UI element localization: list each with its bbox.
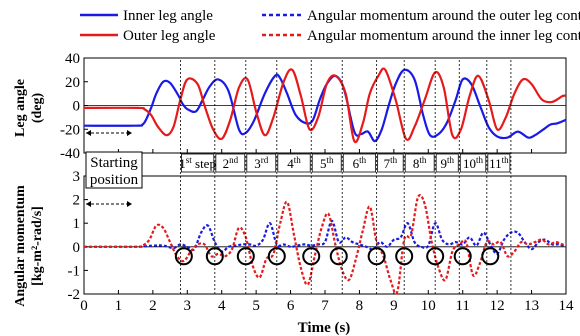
- legend-label-inner-leg-angle: Inner leg angle: [123, 8, 213, 24]
- x-tick-label: 6: [287, 298, 295, 314]
- x-tick-label: 12: [490, 298, 505, 314]
- bottom-frame: [84, 176, 566, 294]
- x-tick-label: 7: [321, 298, 329, 314]
- starting-position-label: position: [90, 172, 139, 188]
- bottom-ytick-label: 0: [73, 240, 81, 256]
- bottom-ylabel-line2: [kg-m²-rad/s]: [30, 206, 45, 286]
- x-tick-label: 5: [252, 298, 260, 314]
- x-axis-label: Time (s): [298, 320, 351, 336]
- bottom-ytick-label: 1: [73, 216, 81, 232]
- top-plot: -40 -20 0 20 40: [60, 51, 566, 162]
- bottom-series-2: [84, 195, 566, 293]
- top-ytick-label: 40: [65, 51, 80, 67]
- bottom-ylabel-line1: Angular momentum: [13, 185, 28, 307]
- legend-label-momentum-outer: Angular momentum around the outer leg co…: [307, 8, 580, 24]
- legend: Inner leg angle Angular momentum around …: [80, 8, 580, 44]
- top-ytick-label: -20: [60, 122, 80, 138]
- contact-circle: [482, 248, 498, 264]
- x-tick-label: 0: [80, 298, 88, 314]
- x-tick-label: 14: [559, 298, 575, 314]
- x-tick-label: 4: [218, 298, 226, 314]
- x-tick-label: 8: [356, 298, 364, 314]
- top-ytick-label: -40: [60, 146, 80, 162]
- contact-circle: [331, 248, 347, 264]
- x-tick-label: 13: [524, 298, 539, 314]
- x-tick-label: 10: [421, 298, 436, 314]
- x-tick-label: 2: [149, 298, 157, 314]
- top-ylabel-line2: (deg): [30, 93, 45, 124]
- x-tick-label: 1: [115, 298, 123, 314]
- step-label: 1st step: [179, 155, 216, 171]
- top-ytick-label: 20: [65, 75, 80, 91]
- bottom-ytick-label: 2: [73, 193, 81, 209]
- x-tick-label: 9: [390, 298, 398, 314]
- x-tick-label: 3: [184, 298, 192, 314]
- legend-label-momentum-inner: Angular momentum around the inner leg co…: [307, 28, 580, 44]
- top-ylabel-line1: Leg angle: [13, 79, 28, 137]
- bottom-ytick-label: 3: [73, 169, 81, 185]
- starting-position-label: Starting: [90, 155, 138, 171]
- bottom-ytick-label: -1: [68, 263, 81, 279]
- bottom-ytick-label: -2: [68, 287, 81, 303]
- x-tick-label: 11: [455, 298, 469, 314]
- top-ytick-label: 0: [73, 99, 81, 115]
- legend-label-outer-leg-angle: Outer leg angle: [123, 28, 216, 44]
